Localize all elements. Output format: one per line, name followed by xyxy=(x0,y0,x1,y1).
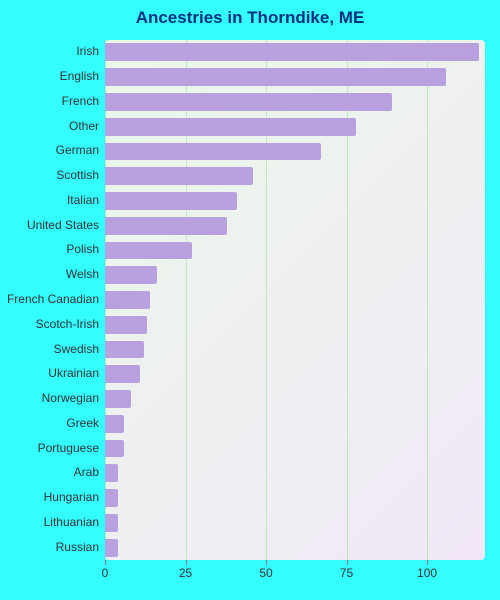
bar xyxy=(105,192,237,210)
y-axis-label: Other xyxy=(69,119,99,133)
chart-title: Ancestries in Thorndike, ME xyxy=(0,8,500,28)
y-axis-label: Hungarian xyxy=(44,490,99,504)
x-tick-mark xyxy=(186,560,187,565)
y-axis-label: Arab xyxy=(74,465,99,479)
bar xyxy=(105,93,392,111)
grid-line xyxy=(427,40,428,560)
bar-row xyxy=(105,464,118,482)
bar-row xyxy=(105,316,147,334)
y-axis-label: Irish xyxy=(76,44,99,58)
y-axis-label: Lithuanian xyxy=(44,515,99,529)
bar-row xyxy=(105,43,479,61)
bar-row xyxy=(105,489,118,507)
bar xyxy=(105,316,147,334)
x-tick-mark xyxy=(105,560,106,565)
y-axis-label: Portuguese xyxy=(38,441,99,455)
y-axis-label: United States xyxy=(27,218,99,232)
bar-row xyxy=(105,514,118,532)
y-axis-label: Welsh xyxy=(66,267,99,281)
y-axis-label: Swedish xyxy=(54,342,99,356)
bar xyxy=(105,440,124,458)
y-axis-label: Russian xyxy=(56,540,99,554)
x-tick-mark xyxy=(266,560,267,565)
y-axis-label: French Canadian xyxy=(7,292,99,306)
bar-row xyxy=(105,539,118,557)
bar xyxy=(105,539,118,557)
bar-row xyxy=(105,217,227,235)
y-axis-label: French xyxy=(62,94,99,108)
bar-row xyxy=(105,440,124,458)
bar-row xyxy=(105,143,321,161)
bar xyxy=(105,415,124,433)
bar xyxy=(105,217,227,235)
x-tick-label: 0 xyxy=(102,566,109,580)
y-axis-label: Norwegian xyxy=(42,391,99,405)
bar xyxy=(105,68,446,86)
bar-row xyxy=(105,365,140,383)
bar-row xyxy=(105,118,356,136)
bar-row xyxy=(105,93,392,111)
x-tick-label: 100 xyxy=(417,566,437,580)
x-tick-label: 25 xyxy=(179,566,192,580)
bar xyxy=(105,118,356,136)
bar-row xyxy=(105,68,446,86)
y-axis-label: Italian xyxy=(67,193,99,207)
x-tick-label: 75 xyxy=(340,566,353,580)
bar xyxy=(105,365,140,383)
bar-row xyxy=(105,390,131,408)
y-axis-label: Scottish xyxy=(56,168,99,182)
y-axis-label: Ukrainian xyxy=(48,366,99,380)
bar xyxy=(105,242,192,260)
y-axis-label: Scotch-Irish xyxy=(36,317,99,331)
bar xyxy=(105,390,131,408)
chart-canvas: Ancestries in Thorndike, ME C City-Data.… xyxy=(0,0,500,600)
bar xyxy=(105,143,321,161)
bar xyxy=(105,291,150,309)
x-tick-mark xyxy=(347,560,348,565)
x-tick-mark xyxy=(427,560,428,565)
bar-row xyxy=(105,266,157,284)
x-tick-label: 50 xyxy=(259,566,272,580)
bar xyxy=(105,167,253,185)
y-axis-label: Polish xyxy=(66,242,99,256)
bar xyxy=(105,514,118,532)
y-axis-label: German xyxy=(56,143,99,157)
bar-row xyxy=(105,341,144,359)
bar xyxy=(105,266,157,284)
bar-row xyxy=(105,291,150,309)
plot-area: C City-Data.com xyxy=(105,40,485,560)
bar xyxy=(105,43,479,61)
y-axis-label: Greek xyxy=(66,416,99,430)
bar-row xyxy=(105,192,237,210)
bar-row xyxy=(105,167,253,185)
y-axis-label: English xyxy=(60,69,99,83)
bar xyxy=(105,464,118,482)
bar xyxy=(105,489,118,507)
bar xyxy=(105,341,144,359)
bar-row xyxy=(105,415,124,433)
bar-row xyxy=(105,242,192,260)
